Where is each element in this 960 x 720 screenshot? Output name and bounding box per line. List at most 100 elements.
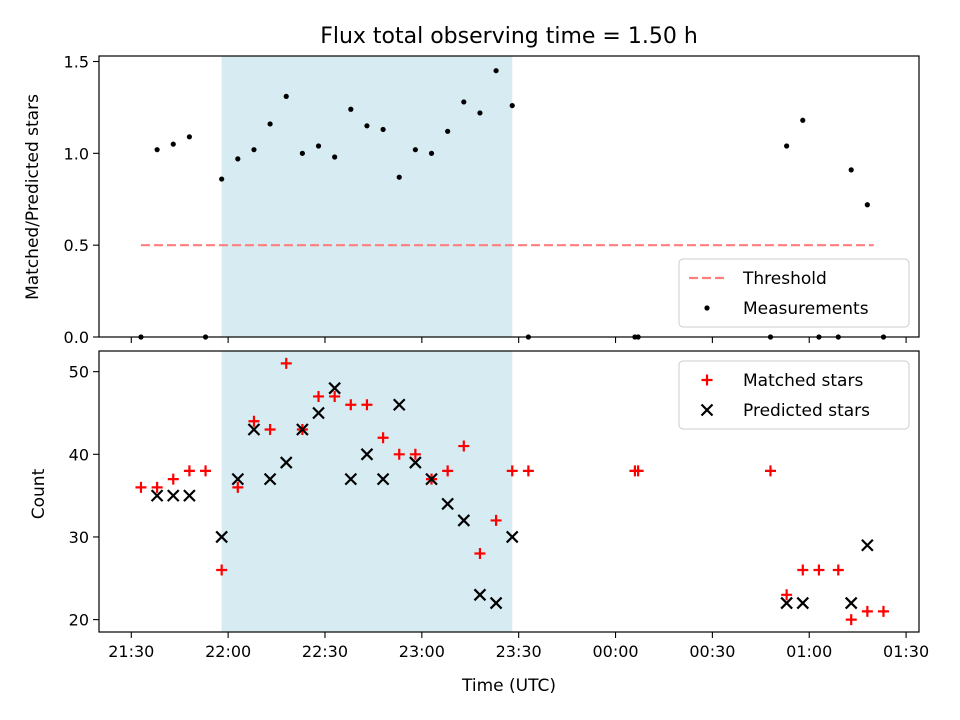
matched-star-point bbox=[409, 448, 421, 460]
measurement-point bbox=[348, 106, 354, 112]
predicted-star-point bbox=[392, 398, 406, 411]
matched-star-point bbox=[797, 564, 809, 576]
measurement-point bbox=[267, 121, 273, 127]
x-axis-label: Time (UTC) bbox=[461, 676, 556, 696]
matched-star-point bbox=[458, 440, 470, 452]
measurement-point bbox=[251, 147, 257, 153]
predicted-star-point bbox=[150, 489, 164, 502]
matched-star-point bbox=[167, 473, 179, 485]
matched-star-point bbox=[781, 589, 793, 601]
top-legend: Threshold Measurements bbox=[678, 258, 910, 328]
legend-measurement-swatch bbox=[704, 305, 710, 311]
matched-star-point bbox=[361, 399, 373, 411]
series-matched-stars bbox=[135, 357, 889, 626]
top-y-tick-label: 0.5 bbox=[64, 236, 89, 255]
measurement-point bbox=[315, 143, 322, 149]
top-panel: 0.0 0.5 1.0 1.5 Threshold Measurements bbox=[64, 53, 920, 347]
predicted-star-point bbox=[441, 497, 454, 511]
matched-star-point bbox=[632, 465, 644, 477]
x-tick-label: 22:30 bbox=[302, 642, 348, 661]
measurement-point bbox=[784, 143, 790, 149]
bottom-y-axis-label: Count bbox=[29, 468, 49, 519]
matched-star-point bbox=[506, 465, 518, 477]
bottom-y-tick-label: 20 bbox=[69, 611, 89, 630]
matched-star-point bbox=[442, 465, 454, 477]
measurement-point bbox=[170, 141, 176, 147]
bottom-legend: Matched stars Predicted stars bbox=[678, 360, 910, 430]
matched-star-point bbox=[764, 465, 776, 477]
matched-star-point bbox=[183, 465, 195, 477]
series-measurements bbox=[138, 68, 887, 340]
measurement-point bbox=[219, 176, 225, 182]
measurement-point bbox=[493, 68, 499, 74]
predicted-star-point bbox=[312, 406, 325, 420]
matched-star-point bbox=[151, 481, 163, 493]
x-tick-label: 00:00 bbox=[592, 642, 638, 661]
matched-star-point bbox=[135, 481, 147, 493]
predicted-star-point bbox=[360, 448, 374, 461]
predicted-star-point bbox=[263, 472, 277, 486]
predicted-star-point bbox=[231, 472, 245, 486]
bottom-y-tick-label: 40 bbox=[69, 445, 89, 464]
predicted-star-point bbox=[183, 489, 196, 502]
top-legend-box bbox=[678, 258, 910, 328]
measurement-point bbox=[800, 117, 806, 123]
matched-star-point bbox=[393, 448, 405, 460]
predicted-star-point bbox=[796, 596, 810, 610]
top-y-axis-label: Matched/Predicted stars bbox=[23, 94, 43, 300]
x-tick-label: 01:30 bbox=[883, 642, 929, 661]
matched-star-point bbox=[490, 514, 502, 526]
matched-star-point bbox=[313, 390, 325, 402]
x-tick-label: 01:00 bbox=[786, 642, 832, 661]
legend-entry-label: Threshold bbox=[742, 269, 827, 289]
matched-star-point bbox=[845, 614, 857, 626]
legend-entry-label: Measurements bbox=[743, 299, 869, 319]
predicted-star-point bbox=[409, 456, 422, 469]
matched-star-point bbox=[200, 465, 212, 477]
predicted-star-point bbox=[247, 423, 261, 436]
top-y-tick-label: 1.5 bbox=[64, 53, 89, 72]
predicted-star-point bbox=[861, 538, 874, 552]
bottom-legend-box bbox=[678, 360, 910, 430]
x-tick-label: 23:00 bbox=[399, 642, 445, 661]
top-y-tick-label: 1.0 bbox=[64, 144, 89, 163]
predicted-star-point bbox=[215, 530, 228, 544]
legend-entry-label: Matched stars bbox=[743, 371, 863, 391]
matched-star-point bbox=[877, 605, 889, 617]
matched-star-point bbox=[264, 424, 276, 436]
predicted-star-point bbox=[457, 514, 471, 527]
measurement-point bbox=[445, 128, 451, 134]
measurement-point bbox=[154, 147, 160, 153]
measurement-point bbox=[509, 102, 515, 109]
bottom-y-tick-label: 50 bbox=[69, 363, 89, 382]
matched-star-point bbox=[474, 547, 486, 559]
chart-title: Flux total observing time = 1.50 h bbox=[320, 24, 698, 49]
bottom-shaded-span bbox=[221, 351, 513, 632]
predicted-star-point bbox=[489, 596, 503, 610]
series-predicted-stars bbox=[150, 381, 874, 610]
measurement-point bbox=[299, 150, 305, 156]
measurement-point bbox=[428, 150, 435, 156]
legend-entry-label: Predicted stars bbox=[743, 401, 870, 421]
matched-star-point bbox=[832, 564, 844, 576]
measurement-point bbox=[332, 154, 338, 160]
matched-star-point bbox=[232, 481, 244, 493]
measurement-point bbox=[477, 110, 483, 116]
measurement-point bbox=[283, 93, 289, 100]
legend-predicted-swatch bbox=[700, 403, 714, 417]
predicted-star-point bbox=[328, 381, 341, 395]
matched-star-point bbox=[861, 605, 873, 617]
top-shaded-span bbox=[221, 56, 513, 337]
predicted-star-point bbox=[505, 530, 519, 544]
bottom-y-tick-label: 30 bbox=[69, 528, 89, 547]
measurement-point bbox=[380, 126, 386, 133]
predicted-star-point bbox=[166, 489, 180, 502]
x-tick-label: 22:00 bbox=[205, 642, 251, 661]
x-tick-label: 00:30 bbox=[689, 642, 735, 661]
measurement-point bbox=[235, 156, 241, 162]
bottom-panel: 20 30 40 50 21:30 22:00 22:30 23:00 23:30 00:00 00… bbox=[69, 350, 929, 661]
legend-matched-swatch bbox=[701, 374, 713, 386]
top-y-tick-label: 0.0 bbox=[64, 328, 89, 347]
matched-star-point bbox=[345, 399, 357, 411]
measurement-point bbox=[396, 174, 402, 180]
